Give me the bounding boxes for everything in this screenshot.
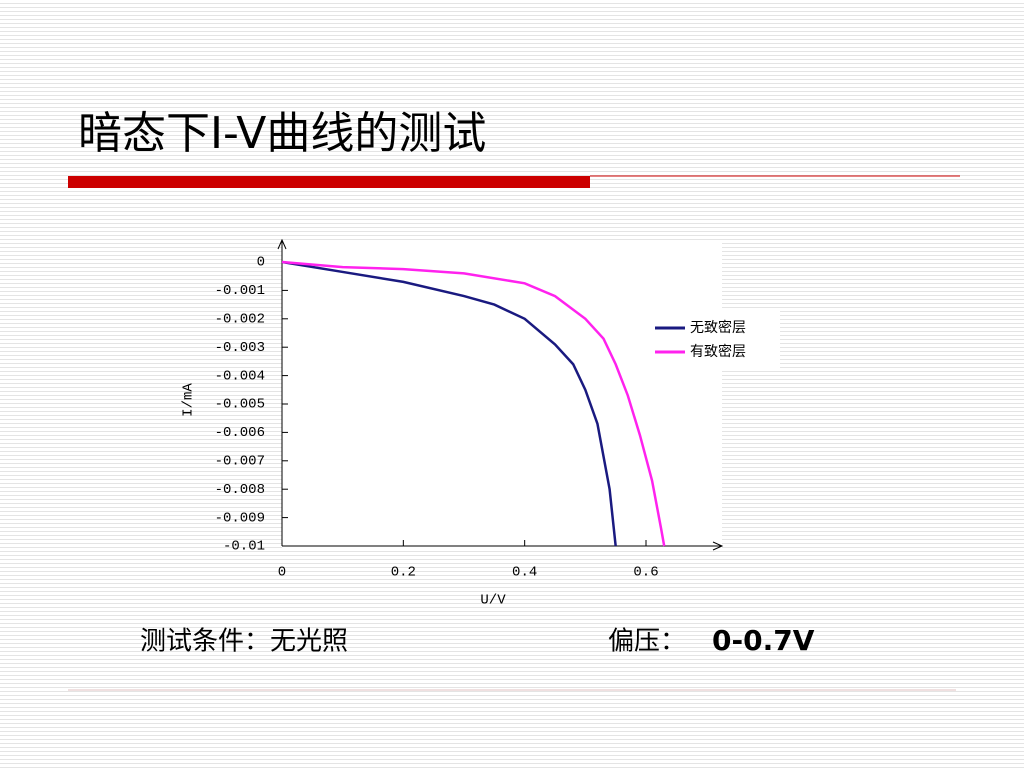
y-tick-label: -0.007 <box>215 454 265 470</box>
y-tick-label: -0.009 <box>215 510 265 526</box>
y-tick-label: -0.002 <box>215 312 265 328</box>
y-tick-label: -0.003 <box>215 340 265 356</box>
x-axis-arrow <box>712 541 724 551</box>
bias-value: 0-0.7V <box>712 624 815 657</box>
x-tick-label: 0.4 <box>512 565 537 581</box>
x-tick-label: 0 <box>278 565 286 581</box>
plot-area <box>282 243 722 548</box>
legend-label: 无致密层 <box>690 319 746 336</box>
bias-label: 偏压： <box>608 627 686 657</box>
x-tick-label: 0.2 <box>391 565 416 581</box>
y-tick-label: -0.005 <box>215 397 265 413</box>
slide-title: 暗态下I-V曲线的测试 <box>78 108 486 159</box>
y-tick-label: -0.008 <box>215 482 265 498</box>
y-tick-label: -0.006 <box>215 425 265 441</box>
series-line <box>281 260 666 547</box>
series-line <box>281 260 617 547</box>
y-tick-label: -0.001 <box>215 283 265 299</box>
legend-box <box>640 310 780 370</box>
y-axis-arrow <box>277 238 287 250</box>
y-tick-label: 0 <box>257 255 265 271</box>
x-axis-label: U/V <box>480 593 506 609</box>
title-bar <box>68 176 590 188</box>
y-tick-label: -0.004 <box>215 368 265 384</box>
legend-label: 有致密层 <box>690 343 746 360</box>
x-tick-label: 0.6 <box>633 565 658 581</box>
y-tick-label: -0.01 <box>223 539 265 555</box>
y-axis-label: I/mA <box>181 383 197 417</box>
conditions: 测试条件：无光照 <box>140 627 348 657</box>
